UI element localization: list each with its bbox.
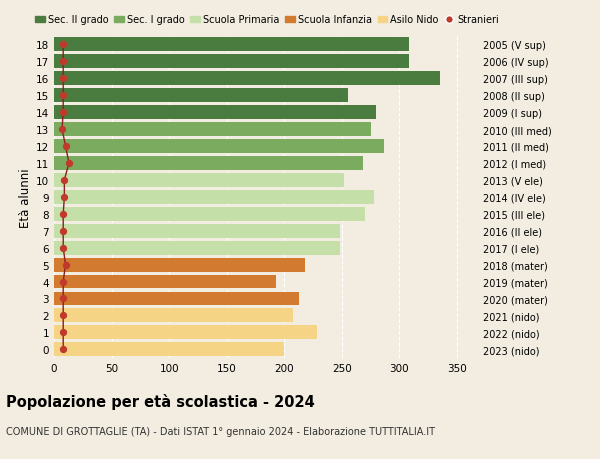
Bar <box>54 55 409 69</box>
Point <box>58 92 68 100</box>
Point <box>58 58 68 66</box>
Text: Popolazione per età scolastica - 2024: Popolazione per età scolastica - 2024 <box>6 393 315 409</box>
Bar <box>54 258 305 272</box>
Bar <box>54 224 340 238</box>
Point <box>58 346 68 353</box>
Point <box>58 295 68 302</box>
Point <box>57 126 67 134</box>
Point <box>58 211 68 218</box>
Point <box>58 75 68 83</box>
Y-axis label: Età alunni: Età alunni <box>19 168 32 227</box>
Point <box>58 329 68 336</box>
Bar <box>54 292 299 306</box>
Point <box>58 41 68 49</box>
Point <box>64 160 74 167</box>
Bar <box>54 190 374 204</box>
Bar <box>54 275 276 289</box>
Point <box>58 312 68 319</box>
Bar <box>54 140 385 154</box>
Bar <box>54 342 284 357</box>
Bar <box>54 326 317 340</box>
Bar <box>54 72 440 86</box>
Legend: Sec. II grado, Sec. I grado, Scuola Primaria, Scuola Infanzia, Asilo Nido, Stran: Sec. II grado, Sec. I grado, Scuola Prim… <box>35 16 499 25</box>
Point <box>61 261 70 269</box>
Point <box>58 278 68 285</box>
Text: COMUNE DI GROTTAGLIE (TA) - Dati ISTAT 1° gennaio 2024 - Elaborazione TUTTITALIA: COMUNE DI GROTTAGLIE (TA) - Dati ISTAT 1… <box>6 426 435 436</box>
Bar <box>54 241 340 255</box>
Point <box>59 177 69 184</box>
Bar <box>54 123 371 137</box>
Bar <box>54 38 409 52</box>
Point <box>61 143 70 150</box>
Bar <box>54 157 362 170</box>
Bar <box>54 89 347 103</box>
Point <box>59 194 69 201</box>
Bar <box>54 309 293 323</box>
Bar <box>54 106 376 120</box>
Bar <box>54 207 365 221</box>
Point <box>58 228 68 235</box>
Bar <box>54 174 344 187</box>
Point <box>58 245 68 252</box>
Point <box>58 109 68 117</box>
